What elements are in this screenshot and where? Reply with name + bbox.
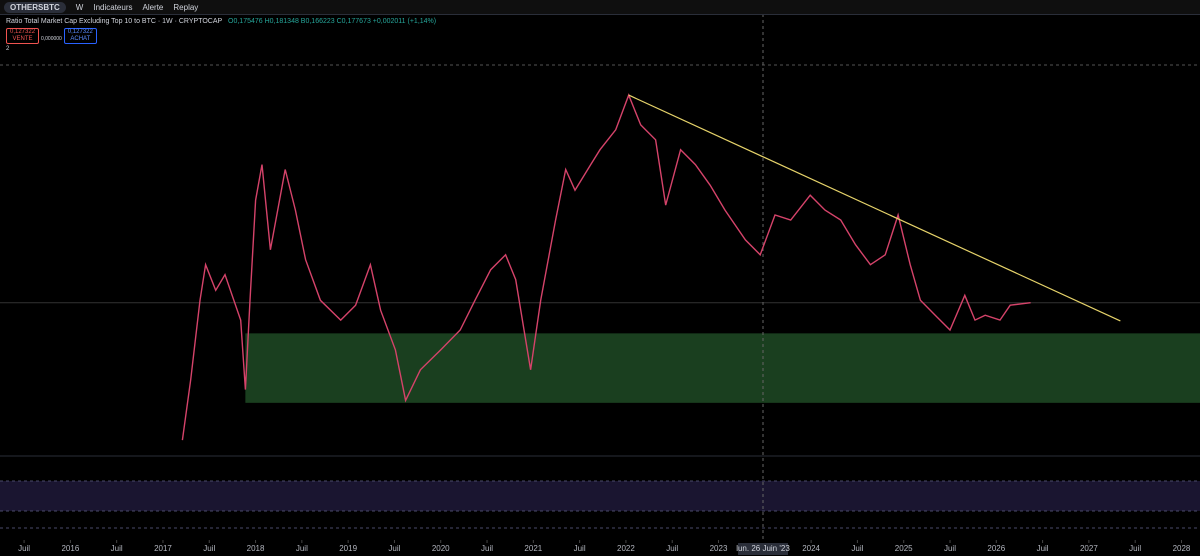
sell-price: 0,127322 bbox=[10, 29, 36, 35]
trendline bbox=[628, 94, 1121, 322]
collapse-button[interactable]: 2 bbox=[6, 46, 10, 52]
price-line-series bbox=[181, 93, 1031, 441]
sell-label: VENTE bbox=[12, 36, 33, 42]
x-tick-label: Juil bbox=[666, 544, 678, 553]
sell-button[interactable]: 0,127322 VENTE bbox=[6, 28, 40, 44]
toolbar: OTHERSBTC W Indicateurs Alerte Replay bbox=[0, 0, 1200, 15]
legend-title: Ratio Total Market Cap Excluding Top 10 … bbox=[6, 18, 223, 25]
x-tick-label: 2017 bbox=[154, 544, 172, 553]
x-tick-label: Juil bbox=[574, 544, 586, 553]
support-zone bbox=[245, 333, 1200, 403]
x-tick-label: 2018 bbox=[247, 544, 265, 553]
x-tick-label: Juil bbox=[203, 544, 215, 553]
rsi-band bbox=[0, 481, 1200, 511]
buy-label: ACHAT bbox=[70, 36, 91, 42]
alert-button[interactable]: Alerte bbox=[142, 2, 164, 12]
x-tick-label: 2027 bbox=[1080, 544, 1098, 553]
symbol-button[interactable]: OTHERSBTC bbox=[4, 1, 66, 13]
x-tick-label: Juil bbox=[111, 544, 123, 553]
buy-price: 0,127322 bbox=[67, 29, 93, 35]
x-tick-label: 2028 bbox=[1173, 544, 1191, 553]
x-tick-label: Juil bbox=[1037, 544, 1049, 553]
x-tick-label: 2023 bbox=[710, 544, 728, 553]
x-tick-label: 2022 bbox=[617, 544, 635, 553]
x-tick-label: Juil bbox=[296, 544, 308, 553]
buy-button[interactable]: 0,127322 ACHAT bbox=[63, 28, 97, 44]
interval-button[interactable]: W bbox=[75, 2, 84, 12]
ohlc: O0,175476 H0,181348 B0,166223 C0,177673 … bbox=[228, 18, 437, 25]
spread: 0,000000 bbox=[40, 36, 62, 42]
crosshair-label-bg bbox=[738, 543, 788, 555]
replay-button[interactable]: Replay bbox=[173, 2, 199, 12]
x-tick-label: Juil bbox=[18, 544, 30, 553]
x-tick-label: Juil bbox=[851, 544, 863, 553]
crosshair-label: lun. 26 Juin '23 bbox=[736, 544, 790, 553]
legend: Ratio Total Market Cap Excluding Top 10 … bbox=[6, 18, 436, 52]
x-tick-label: Juil bbox=[388, 544, 400, 553]
x-tick-label: 2024 bbox=[802, 544, 820, 553]
x-tick-label: Juil bbox=[481, 544, 493, 553]
x-tick-label: Juil bbox=[944, 544, 956, 553]
indicators-button[interactable]: Indicateurs bbox=[93, 2, 133, 12]
x-tick-label: 2016 bbox=[61, 544, 79, 553]
x-tick-label: 2026 bbox=[987, 544, 1005, 553]
x-tick-label: 2019 bbox=[339, 544, 357, 553]
x-tick-label: 2021 bbox=[524, 544, 542, 553]
x-tick-label: 2020 bbox=[432, 544, 450, 553]
x-tick-label: 2025 bbox=[895, 544, 913, 553]
x-tick-label: Juil bbox=[1129, 544, 1141, 553]
